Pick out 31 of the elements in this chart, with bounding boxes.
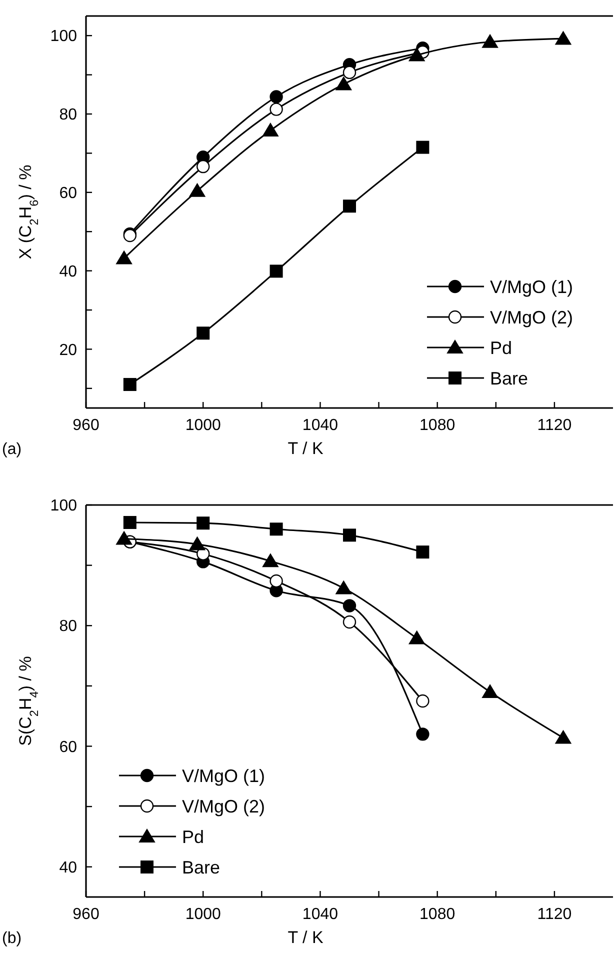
y-tick-label: 60 bbox=[59, 185, 78, 202]
x-tick-label: 1040 bbox=[302, 417, 338, 434]
y-tick-label: 20 bbox=[59, 342, 78, 359]
y-tick-label: 40 bbox=[59, 859, 78, 876]
x-tick-label: 1000 bbox=[185, 906, 222, 923]
legend-label: Bare bbox=[490, 368, 528, 388]
legend-label: Bare bbox=[182, 857, 220, 878]
legend-label: Pd bbox=[490, 338, 512, 358]
legend-label: V/MgO (1) bbox=[490, 276, 574, 297]
x-tick-label: 960 bbox=[72, 417, 100, 434]
legend-label: Pd bbox=[182, 826, 204, 847]
legend-label: V/MgO (1) bbox=[182, 766, 266, 786]
y-tick-label: 100 bbox=[50, 498, 78, 515]
x-tick-label: 1080 bbox=[420, 417, 456, 434]
x-axis-title: T / K bbox=[288, 928, 324, 947]
x-tick-label: 960 bbox=[72, 906, 100, 923]
y-tick-label: 100 bbox=[50, 28, 78, 46]
y-tick-label: 60 bbox=[59, 738, 78, 756]
x-tick-label: 1120 bbox=[537, 906, 572, 923]
x-tick-label: 1000 bbox=[185, 417, 222, 434]
x-tick-label: 1040 bbox=[302, 906, 338, 923]
y-tick-label: 40 bbox=[59, 263, 78, 280]
text: (b) bbox=[2, 930, 22, 947]
text: (a) bbox=[2, 441, 22, 458]
y-tick-label: 80 bbox=[59, 106, 78, 124]
legend-label: V/MgO (2) bbox=[490, 307, 574, 328]
legend-label: V/MgO (2) bbox=[182, 796, 266, 816]
x-tick-label: 1120 bbox=[537, 417, 572, 434]
y-tick-label: 80 bbox=[59, 618, 78, 636]
x-axis-title: T / K bbox=[288, 439, 324, 458]
x-tick-label: 1080 bbox=[420, 906, 456, 923]
